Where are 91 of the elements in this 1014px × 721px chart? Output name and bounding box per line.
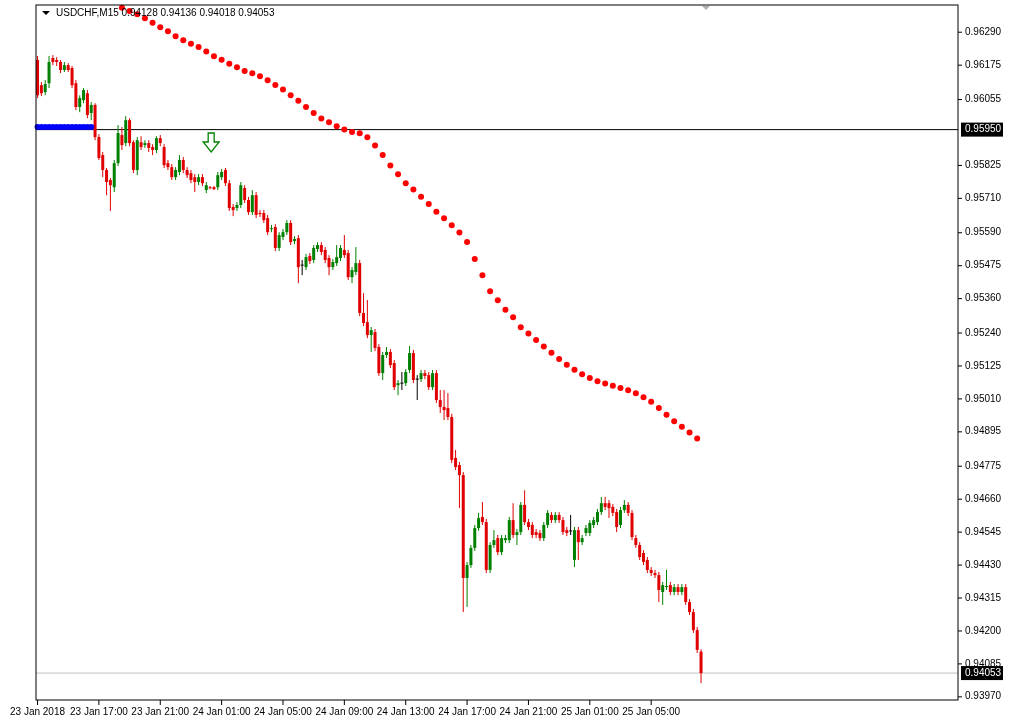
y-tick-label: 0.95125 [965,359,1002,371]
candlestick [277,231,281,252]
candlestick [542,521,546,542]
x-tick-label: 24 Jan 17:00 [438,706,497,717]
y-tick-label: 0.95710 [965,192,1002,204]
y-tick-label: 0.94200 [965,624,1002,636]
candlestick [680,583,684,596]
candlestick [47,55,51,89]
y-tick-label: 0.95010 [965,392,1002,404]
x-tick-label: 23 Jan 17:00 [69,706,129,717]
candlestick [431,369,435,391]
candlestick [177,154,181,176]
candlestick [365,299,369,339]
x-tick-label: 25 Jan 01:00 [560,706,620,717]
y-tick-label: 0.96290 [965,25,1002,37]
candlestick [496,534,500,556]
candlestick [396,379,400,396]
candlestick [105,167,109,196]
candlestick [312,244,316,264]
candlestick [480,501,484,526]
candlestick [534,528,538,539]
candlestick [250,189,254,216]
candlestick [408,345,412,374]
candlestick [239,181,243,209]
x-tick-label: 23 Jan 2018 [10,706,66,717]
candlestick [661,581,665,606]
y-tick-label: 0.96055 [965,93,1002,105]
x-tick-label: 23 Jan 21:00 [131,706,190,717]
candlestick [477,512,481,532]
y-tick-label: 0.94660 [965,492,1002,504]
candlestick [254,191,258,219]
y-tick-label: 0.95825 [965,159,1002,171]
x-tick-label: 24 Jan 09:00 [315,706,374,717]
candlestick [523,489,527,526]
y-tick-label: 0.95360 [965,292,1002,304]
candlestick [139,135,143,151]
candlestick [576,526,580,561]
candlestick [442,389,446,421]
candlestick [89,101,93,121]
candlestick [691,608,695,634]
candlestick [369,326,373,353]
candlestick [665,569,669,591]
y-tick-label: 0.93970 [965,690,1002,702]
y-tick-label: 0.94545 [965,525,1002,537]
candlestick [216,171,220,191]
candlestick [189,169,193,184]
candlestick [51,54,55,66]
x-tick-label: 24 Jan 05:00 [254,706,313,717]
candlestick [615,508,619,533]
candlestick [143,139,147,149]
candlestick [427,371,431,391]
candlestick [327,254,331,276]
y-tick-label: 0.94085 [965,657,1002,669]
candlestick [419,369,423,383]
candlestick [619,506,622,529]
y-tick-label: 0.95475 [965,259,1002,271]
y-tick-label: 0.94895 [965,425,1002,437]
x-tick-label: 24 Jan 01:00 [192,706,251,717]
y-tick-label: 0.94775 [965,459,1002,471]
candlestick [599,496,603,516]
candlestick [120,126,124,151]
candlestick [399,371,404,391]
candlestick [415,374,420,401]
y-tick-label: 0.96175 [965,58,1002,70]
y-tick-label: 0.95590 [965,226,1002,238]
candlestick [657,571,661,603]
candlestick [507,516,511,544]
candlestick [607,499,611,519]
candlestick [676,583,680,596]
candlestick [124,115,128,147]
candlestick [193,173,197,193]
candlestick [331,258,335,271]
candlestick [457,461,461,509]
candlestick [580,534,584,546]
candlestick [246,196,250,216]
x-tick-label: 24 Jan 21:00 [499,706,558,717]
candlestick [584,524,588,537]
candlestick [162,143,166,169]
ref-line-label: 0.94053 [965,666,1002,678]
candlestick [511,502,515,539]
x-tick-label: 25 Jan 05:00 [622,706,681,717]
x-tick-label: 24 Jan 13:00 [376,706,436,717]
candlestick [538,529,542,542]
candlestick [684,583,688,606]
y-tick-label: 0.94315 [965,591,1002,603]
candlestick [212,185,216,191]
candlestick [381,351,385,381]
y-tick-label: 0.94430 [965,558,1002,570]
candlestick [561,516,565,536]
y-tick-label: 0.95240 [965,326,1002,338]
ref-line-label: 0.95950 [965,123,1002,135]
